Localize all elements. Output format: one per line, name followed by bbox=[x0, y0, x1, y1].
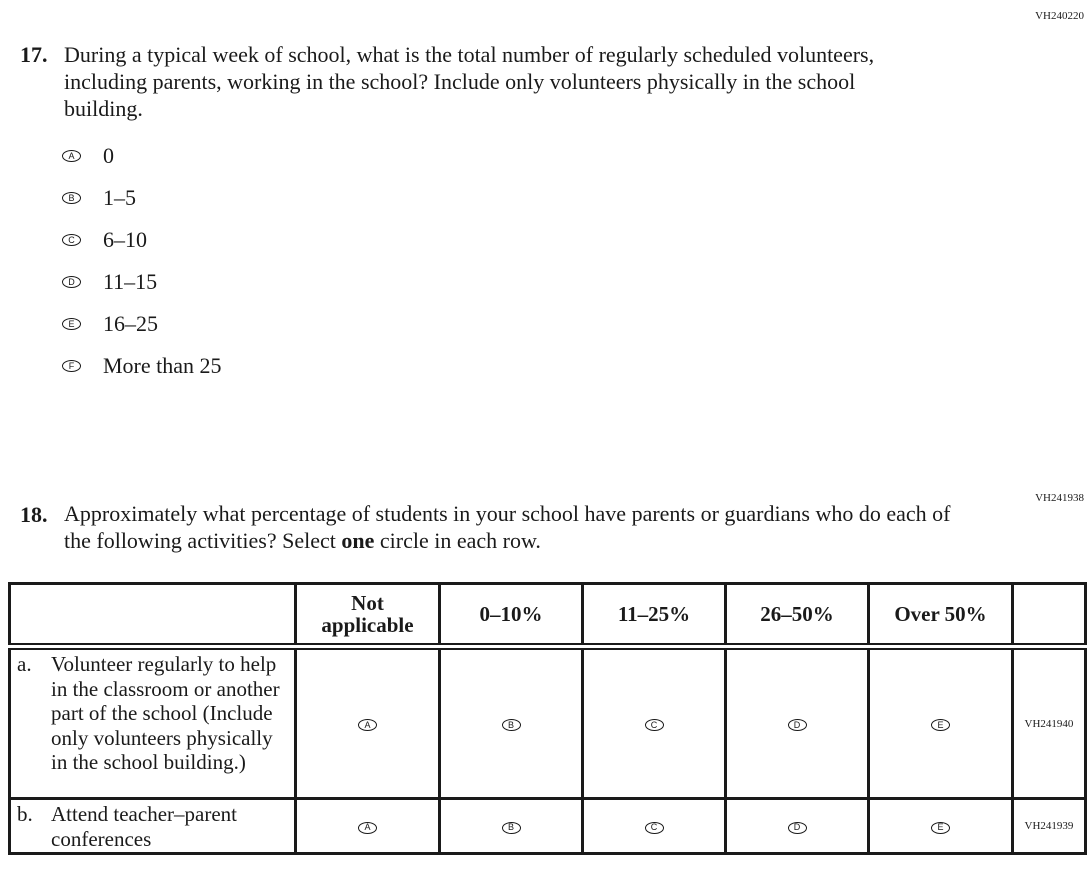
response-cell: E bbox=[867, 797, 1014, 855]
table-row: b. Attend teacher–parent conferences A B C D E… bbox=[8, 797, 1087, 855]
question-18-number: 18. bbox=[20, 502, 48, 527]
bubble-icon[interactable]: E bbox=[62, 318, 81, 330]
table-row: a. Volunteer regularly to help in the cla… bbox=[8, 645, 1087, 800]
bubble-icon[interactable]: A bbox=[358, 719, 377, 731]
bubble-icon[interactable]: B bbox=[62, 192, 81, 204]
bubble-icon[interactable]: D bbox=[787, 719, 807, 731]
question-17-code: VH240220 bbox=[1035, 10, 1084, 22]
bubble-icon[interactable]: F bbox=[62, 360, 81, 372]
question-17-text: During a typical week of school, what is… bbox=[64, 42, 875, 121]
option-b[interactable]: B 1–5 bbox=[62, 185, 136, 210]
column-header: 26–50% bbox=[724, 582, 870, 650]
bubble-icon[interactable]: D bbox=[787, 821, 807, 834]
option-d[interactable]: D 11–15 bbox=[62, 269, 158, 294]
option-label: 1–5 bbox=[103, 185, 136, 210]
option-label: More than 25 bbox=[103, 353, 222, 378]
response-cell: E bbox=[867, 645, 1014, 800]
row-label: b. Attend teacher–parent conferences bbox=[8, 797, 297, 855]
response-cell: D bbox=[724, 645, 870, 800]
bubble-icon[interactable]: A bbox=[358, 821, 377, 834]
bubble-icon[interactable]: B bbox=[501, 821, 521, 834]
question-18-code: VH241938 bbox=[1035, 492, 1084, 504]
response-grid: Not applicable 0–10% 11–25% 26–50% Over 50% … bbox=[8, 582, 1087, 855]
option-c[interactable]: C 6–10 bbox=[62, 227, 147, 252]
bubble-icon[interactable]: E bbox=[931, 719, 950, 731]
question-18-text: Approximately what percentage of student… bbox=[64, 501, 951, 553]
question-17-number: 17. bbox=[20, 42, 48, 67]
bubble-icon[interactable]: C bbox=[62, 234, 81, 246]
column-header: Over 50% bbox=[867, 582, 1014, 650]
response-cell: A bbox=[294, 645, 441, 800]
response-cell: C bbox=[581, 797, 727, 855]
column-header: 0–10% bbox=[438, 582, 584, 650]
response-cell: B bbox=[438, 645, 584, 800]
option-e[interactable]: E 16–25 bbox=[62, 311, 158, 336]
option-f[interactable]: F More than 25 bbox=[62, 353, 222, 378]
response-cell: D bbox=[724, 797, 870, 855]
option-label: 11–15 bbox=[103, 269, 158, 294]
response-cell: C bbox=[581, 645, 727, 800]
row-label: a. Volunteer regularly to help in the cla… bbox=[8, 645, 297, 800]
bubble-icon[interactable]: D bbox=[62, 276, 81, 288]
column-header: Not applicable bbox=[294, 582, 441, 650]
response-cell: A bbox=[294, 797, 441, 855]
bubble-icon[interactable]: C bbox=[644, 821, 664, 834]
bubble-icon[interactable]: C bbox=[644, 719, 664, 731]
column-header: 11–25% bbox=[581, 582, 727, 650]
header-blank bbox=[8, 582, 297, 650]
bubble-icon[interactable]: E bbox=[931, 821, 950, 834]
option-label: 0 bbox=[103, 143, 114, 168]
bubble-icon[interactable]: B bbox=[501, 719, 521, 731]
option-label: 16–25 bbox=[103, 311, 158, 336]
row-code: VH241940 bbox=[1011, 645, 1087, 800]
option-label: 6–10 bbox=[103, 227, 147, 252]
header-blank bbox=[1011, 582, 1087, 650]
response-cell: B bbox=[438, 797, 584, 855]
row-code: VH241939 bbox=[1011, 797, 1087, 855]
bubble-icon[interactable]: A bbox=[62, 150, 81, 162]
